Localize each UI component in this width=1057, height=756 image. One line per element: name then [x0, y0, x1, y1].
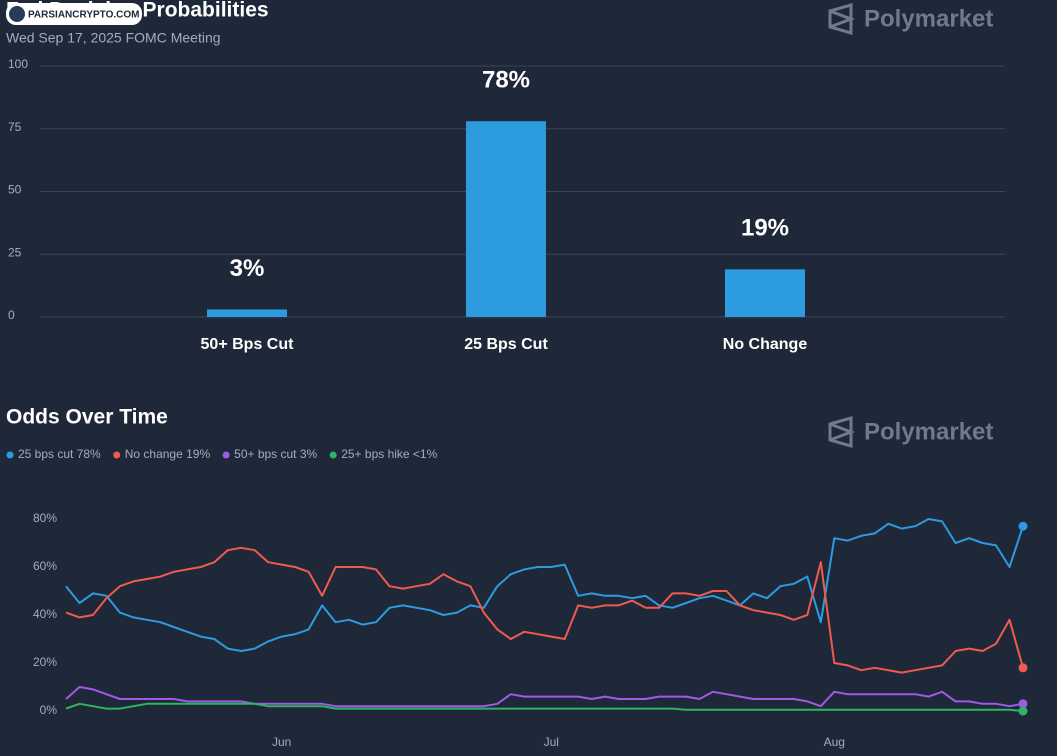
end-point — [1018, 699, 1028, 709]
end-point — [1018, 521, 1028, 531]
watermark-text: PARSIANCRYPTO.COM — [28, 10, 140, 21]
watermark: PARSIANCRYPTO.COM — [6, 3, 142, 25]
value-label: 3% — [230, 255, 265, 282]
x-tick-label: No Change — [723, 336, 808, 353]
x-tick-label: Jul — [544, 735, 559, 749]
chart-subtitle: Wed Sep 17, 2025 FOMC Meeting — [6, 30, 221, 46]
brand-text: Polymarket — [864, 5, 993, 32]
x-tick-label: 25 Bps Cut — [464, 336, 548, 353]
legend-marker — [6, 451, 14, 459]
legend-label: No change 19% — [125, 447, 211, 461]
y-tick-label: 50 — [8, 183, 22, 197]
x-tick-label: Jun — [272, 735, 291, 749]
end-point — [1018, 706, 1028, 716]
watermark-icon — [9, 6, 25, 22]
y-tick-label: 0% — [40, 703, 58, 717]
y-tick-label: 0 — [8, 308, 15, 322]
x-tick-label: 50+ Bps Cut — [201, 336, 295, 353]
y-tick-label: 100 — [8, 57, 28, 71]
watermark-badge — [6, 3, 142, 25]
brand-text: Polymarket — [864, 418, 993, 445]
brand-icon — [828, 3, 856, 35]
series-line — [65, 546, 1024, 674]
bar — [207, 309, 287, 317]
end-point — [1018, 663, 1028, 673]
y-tick-label: 20% — [33, 655, 57, 669]
series-line — [65, 702, 1024, 712]
legend-label: 25+ bps hike <1% — [341, 447, 437, 461]
x-tick-label: Aug — [824, 735, 845, 749]
y-tick-label: 25 — [8, 245, 22, 259]
legend-label: 50+ bps cut 3% — [234, 447, 317, 461]
bar — [466, 121, 546, 317]
value-label: 78% — [482, 67, 530, 94]
legend-marker — [222, 451, 230, 459]
series-line — [65, 518, 1024, 652]
y-tick-label: 60% — [33, 559, 57, 573]
value-label: 19% — [741, 215, 789, 242]
series-line — [65, 686, 1024, 708]
brand-icon — [828, 416, 856, 448]
brand-logo: Polymarket — [828, 3, 993, 35]
legend-label: 25 bps cut 78% — [18, 447, 101, 461]
chart-title: Odds Over Time — [6, 406, 168, 429]
legend-marker — [329, 451, 337, 459]
y-tick-label: 75 — [8, 120, 22, 134]
brand-logo: Polymarket — [828, 416, 993, 448]
y-tick-label: 80% — [33, 511, 57, 525]
legend-marker — [113, 451, 121, 459]
y-tick-label: 40% — [33, 607, 57, 621]
bar — [725, 269, 805, 317]
